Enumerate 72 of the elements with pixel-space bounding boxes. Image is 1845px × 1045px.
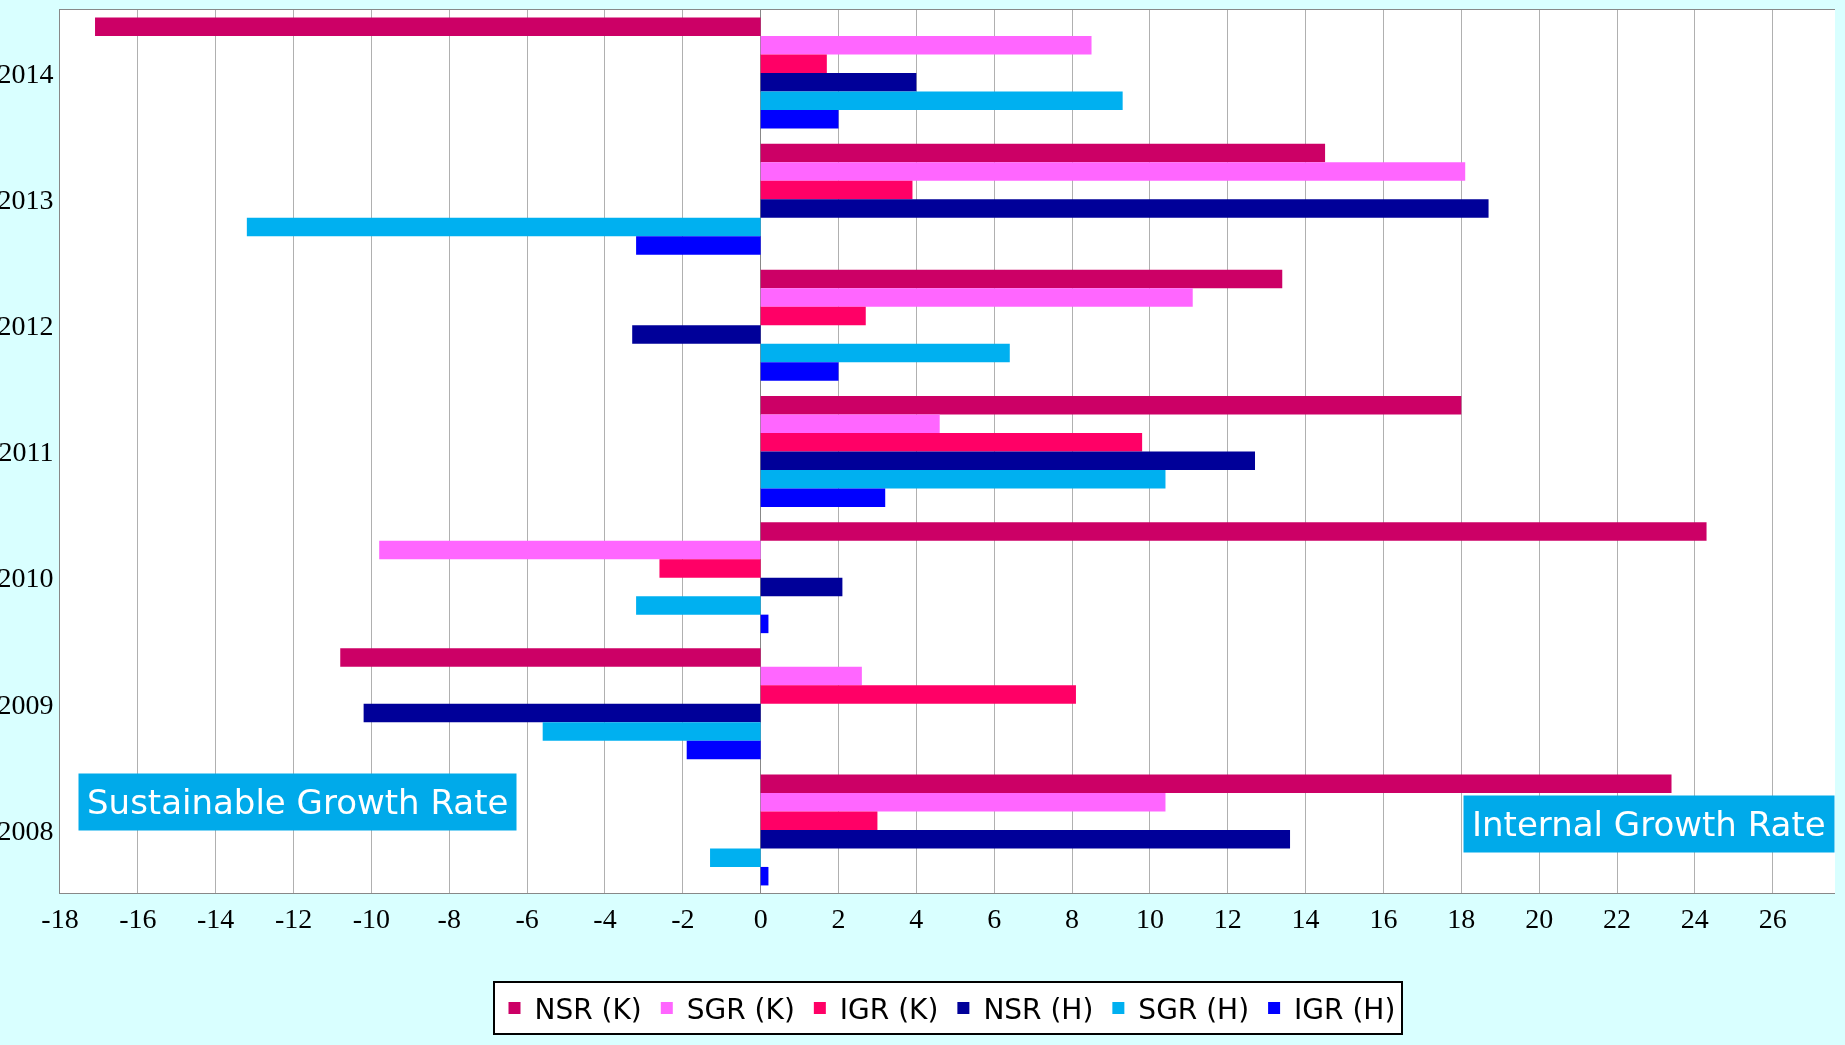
bar [379, 540, 761, 560]
annotation: Internal Growth Rate [1472, 804, 1826, 844]
bar [760, 143, 1326, 163]
x-tick-label: -18 [41, 902, 79, 934]
bar [760, 774, 1672, 793]
bar [760, 811, 878, 830]
bar [760, 414, 940, 433]
legend-label: SGR (K) [686, 992, 795, 1026]
legend-label: SGR (H) [1138, 992, 1250, 1026]
x-tick-label: -6 [515, 902, 539, 934]
legend-label: IGR (K) [839, 992, 939, 1026]
bar [760, 577, 843, 597]
bar [760, 522, 1707, 541]
bar [760, 36, 1092, 55]
legend-label: IGR (H) [1294, 992, 1396, 1026]
bar [246, 217, 761, 237]
bar [760, 269, 1283, 289]
x-tick-label: 12 [1213, 902, 1242, 934]
x-tick-label: 4 [909, 902, 924, 934]
x-tick-label: 10 [1135, 902, 1164, 934]
x-tick-label: 26 [1758, 902, 1787, 934]
bar [760, 666, 862, 686]
x-tick-label: -8 [437, 902, 461, 934]
x-tick-label: 14 [1291, 902, 1320, 934]
bar [760, 488, 886, 507]
bar [760, 829, 1291, 849]
bar [760, 288, 1193, 307]
x-tick-label: -14 [197, 902, 235, 934]
legend-label: NSR (K) [534, 992, 642, 1026]
x-tick-label: 2 [831, 902, 846, 934]
bar [632, 325, 761, 344]
bar [760, 110, 839, 129]
bar [760, 91, 1123, 111]
bar [636, 236, 761, 255]
bar [686, 740, 761, 760]
bar [760, 362, 839, 381]
bar [710, 848, 761, 867]
bar [760, 343, 1010, 363]
x-tick-label: -10 [352, 902, 391, 934]
x-tick-label: 8 [1065, 902, 1080, 934]
x-tick-label: 0 [753, 902, 768, 934]
bar [659, 559, 761, 578]
x-tick-label: 18 [1447, 902, 1476, 934]
bar [95, 17, 761, 37]
x-tick-label: 22 [1603, 902, 1632, 934]
bar [636, 596, 761, 615]
bar [363, 703, 761, 723]
x-tick-label: -4 [593, 902, 617, 934]
bar [760, 792, 1166, 812]
bar [542, 722, 761, 741]
bar [760, 54, 827, 74]
x-tick-label: -12 [274, 902, 313, 934]
x-tick-label: 24 [1680, 902, 1709, 934]
x-tick-label: 20 [1525, 902, 1554, 934]
x-tick-label: 6 [987, 902, 1002, 934]
y-tick-label: 2011 [0, 436, 54, 468]
annotation: Sustainable Growth Rate [87, 782, 509, 822]
x-tick-label: -16 [119, 902, 157, 934]
bar [340, 648, 761, 667]
bar [760, 396, 1462, 415]
x-tick-label: -2 [671, 902, 695, 934]
legend-label: NSR (H) [983, 992, 1094, 1026]
bar [760, 470, 1166, 489]
bar [760, 162, 1466, 181]
bar [760, 180, 913, 200]
bar [760, 451, 1256, 470]
bar [760, 306, 866, 326]
bar [760, 685, 1076, 704]
bar [760, 433, 1143, 452]
bar [760, 73, 917, 92]
bar [760, 199, 1489, 218]
x-tick-label: 16 [1369, 902, 1398, 934]
